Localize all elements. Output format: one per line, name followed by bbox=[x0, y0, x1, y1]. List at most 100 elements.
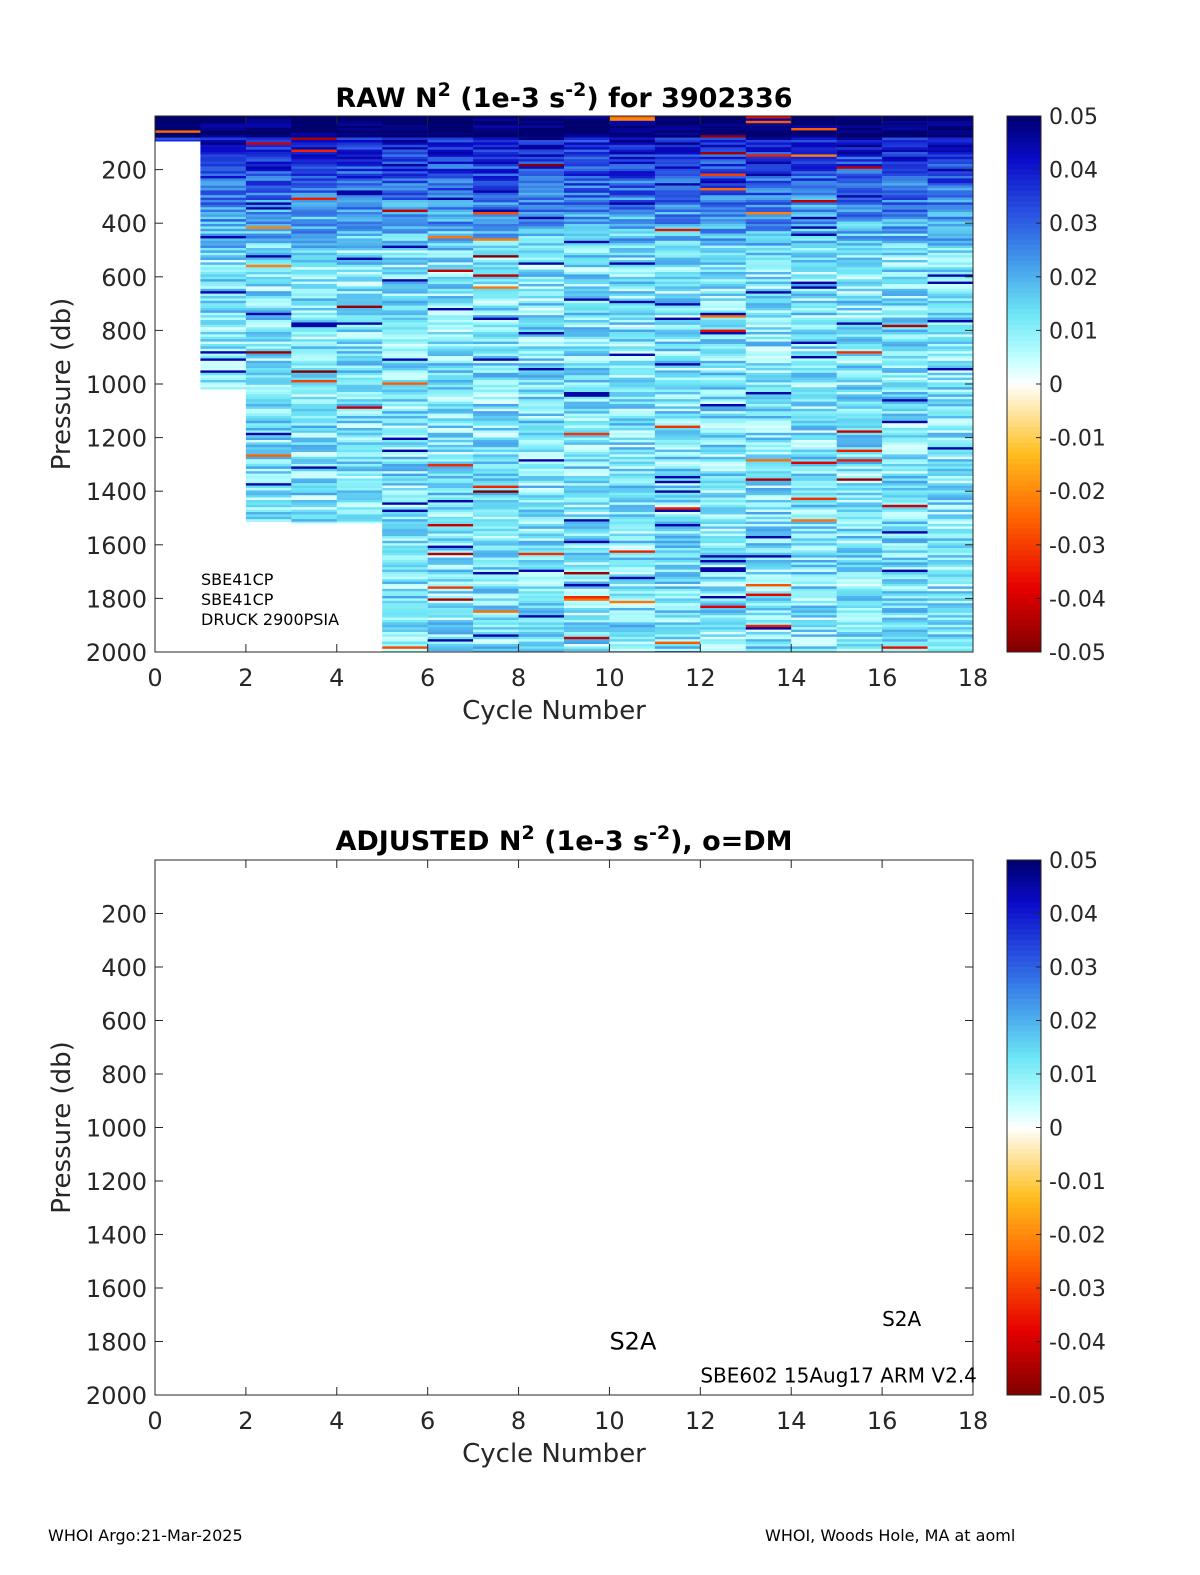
heatmap-cell bbox=[245, 190, 292, 194]
heatmap-cell bbox=[609, 159, 656, 162]
heatmap-cell bbox=[245, 207, 292, 210]
heatmap-cell bbox=[382, 308, 428, 311]
heatmap-cell bbox=[927, 315, 974, 318]
heatmap-cell bbox=[791, 636, 837, 640]
heatmap-cell bbox=[927, 584, 974, 587]
heatmap-cell bbox=[291, 298, 337, 302]
heatmap-cell bbox=[654, 257, 701, 261]
colorbar-cell bbox=[1007, 180, 1041, 187]
heatmap-cell bbox=[609, 500, 656, 503]
heatmap-cell bbox=[791, 221, 837, 225]
heatmap-cell bbox=[609, 620, 656, 623]
heatmap-cell bbox=[700, 142, 746, 146]
heatmap-cell bbox=[609, 118, 656, 122]
heatmap-cell bbox=[245, 480, 292, 484]
heatmap-cell bbox=[336, 495, 383, 498]
heatmap-cell bbox=[700, 332, 746, 335]
heatmap-cell bbox=[427, 495, 474, 498]
heatmap-cell bbox=[654, 389, 701, 393]
colorbar-cell bbox=[1007, 988, 1041, 995]
heatmap-cell bbox=[882, 641, 928, 645]
heatmap-cell bbox=[791, 646, 837, 650]
heatmap-cell bbox=[609, 644, 656, 647]
heatmap-cell bbox=[791, 600, 837, 604]
heatmap-cell bbox=[200, 324, 247, 328]
heatmap-cell bbox=[564, 598, 610, 602]
heatmap-cell bbox=[245, 509, 292, 513]
heatmap-cell bbox=[882, 154, 928, 158]
colorbar-cell bbox=[1007, 319, 1041, 326]
heatmap-cell bbox=[654, 142, 701, 146]
heatmap-cell bbox=[791, 356, 837, 359]
heatmap-cell bbox=[609, 279, 656, 282]
heatmap-cell bbox=[654, 372, 701, 376]
heatmap-cell bbox=[382, 365, 428, 369]
heatmap-cell bbox=[700, 344, 746, 347]
sensor-annotation: SBE41CP bbox=[201, 570, 274, 589]
heatmap-cell bbox=[427, 310, 474, 314]
heatmap-cell bbox=[927, 159, 974, 162]
heatmap-cell bbox=[791, 358, 837, 362]
heatmap-cell bbox=[473, 142, 519, 146]
heatmap-cell bbox=[745, 209, 792, 213]
heatmap-cell bbox=[200, 120, 247, 124]
heatmap-cell bbox=[700, 324, 746, 328]
heatmap-cell bbox=[745, 413, 792, 417]
colorbar-cell bbox=[1007, 298, 1041, 305]
heatmap-cell bbox=[836, 641, 883, 645]
heatmap-cell bbox=[564, 120, 610, 124]
heatmap-cell bbox=[654, 533, 701, 537]
heatmap-cell bbox=[518, 202, 565, 206]
heatmap-cell bbox=[518, 634, 565, 638]
heatmap-cell bbox=[791, 298, 837, 302]
heatmap-cell bbox=[700, 144, 746, 148]
heatmap-cell bbox=[382, 526, 428, 530]
heatmap-cell bbox=[245, 401, 292, 405]
heatmap-cell bbox=[427, 387, 474, 390]
colorbar-cell bbox=[1007, 303, 1041, 310]
heatmap-cell bbox=[791, 156, 837, 160]
heatmap-cell bbox=[518, 236, 565, 239]
heatmap-cell bbox=[927, 627, 974, 630]
heatmap-cell bbox=[427, 351, 474, 354]
heatmap-cell bbox=[609, 327, 656, 330]
heatmap-cell bbox=[654, 380, 701, 383]
heatmap-cell bbox=[473, 615, 519, 618]
heatmap-cell bbox=[882, 161, 928, 165]
heatmap-cell bbox=[473, 250, 519, 254]
heatmap-cell bbox=[882, 317, 928, 321]
colorbar-cell bbox=[1007, 1255, 1041, 1262]
heatmap-cell bbox=[882, 588, 928, 592]
heatmap-cell bbox=[291, 262, 337, 266]
colorbar-cell bbox=[1007, 518, 1041, 524]
heatmap-cell bbox=[927, 231, 974, 234]
heatmap-cell bbox=[700, 509, 746, 513]
heatmap-cell bbox=[564, 322, 610, 326]
heatmap-cell bbox=[291, 519, 337, 522]
heatmap-cell bbox=[791, 586, 837, 590]
heatmap-cell bbox=[473, 207, 519, 210]
heatmap-cell bbox=[654, 274, 701, 278]
heatmap-cell bbox=[836, 197, 883, 201]
heatmap-cell bbox=[836, 171, 883, 174]
heatmap-cell bbox=[882, 466, 928, 470]
heatmap-cell bbox=[927, 456, 974, 460]
heatmap-cell bbox=[427, 226, 474, 230]
heatmap-cell bbox=[882, 574, 928, 578]
heatmap-cell bbox=[427, 567, 474, 570]
heatmap-cell bbox=[609, 202, 656, 206]
heatmap-cell bbox=[836, 200, 883, 203]
heatmap-cell bbox=[609, 312, 656, 316]
heatmap-cell bbox=[291, 353, 337, 357]
colorbar-cell bbox=[1007, 158, 1041, 165]
colorbar-cell bbox=[1007, 1320, 1041, 1326]
heatmap-cell bbox=[336, 207, 383, 210]
heatmap-cell bbox=[336, 147, 383, 150]
heatmap-cell bbox=[745, 466, 792, 470]
heatmap-cell bbox=[927, 466, 974, 470]
colorbar-cell bbox=[1007, 560, 1041, 567]
heatmap-cell bbox=[564, 497, 610, 501]
heatmap-cell bbox=[427, 149, 474, 153]
heatmap-cell bbox=[927, 416, 974, 419]
heatmap-cell bbox=[564, 214, 610, 218]
